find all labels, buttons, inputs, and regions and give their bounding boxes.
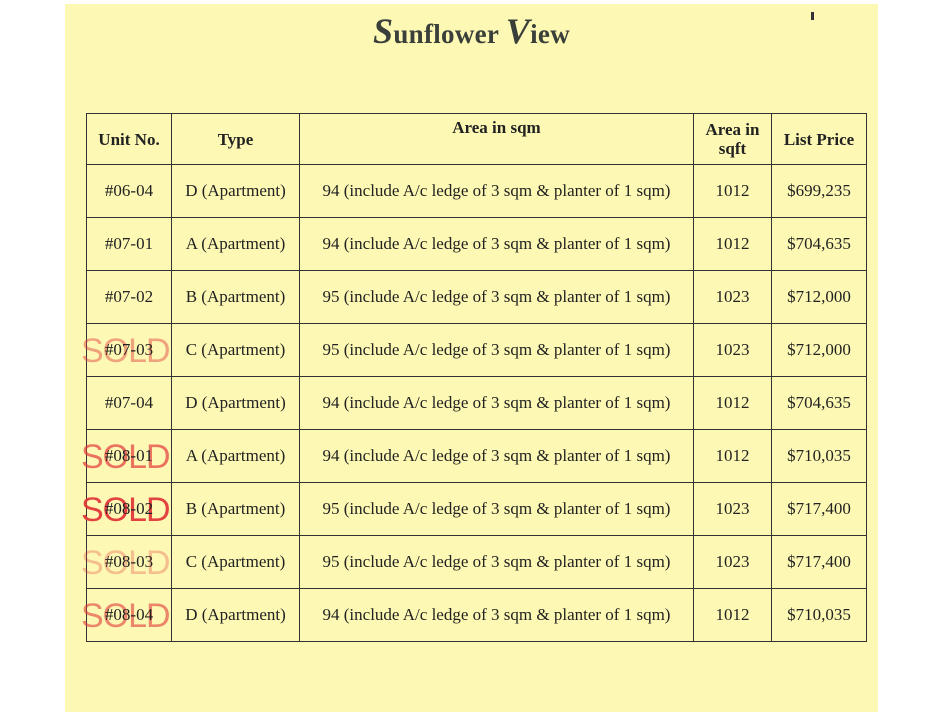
- unit-number: #07-03: [104, 340, 154, 359]
- cell-unit-no: #06-04: [86, 164, 172, 218]
- cell-list-price: $710,035: [771, 588, 867, 642]
- cell-area-sqft: 1012: [693, 429, 772, 483]
- unit-number: #07-01: [104, 234, 154, 253]
- cell-list-price: $717,400: [771, 482, 867, 536]
- cell-unit-no: SOLD #07-03: [81, 323, 172, 377]
- page-title: Sunflower View: [0, 10, 943, 52]
- cell-area-sqm: 94 (include A/c ledge of 3 sqm & planter…: [299, 588, 694, 642]
- title-initial-s: S: [373, 11, 394, 51]
- header-list-price: List Price: [771, 113, 867, 165]
- cell-type: A (Apartment): [171, 429, 300, 483]
- cell-type: B (Apartment): [171, 482, 300, 536]
- cell-area-sqm: 95 (include A/c ledge of 3 sqm & planter…: [299, 270, 694, 324]
- cell-unit-no: SOLD #08-03: [81, 535, 172, 589]
- header-unit-no: Unit No.: [86, 113, 172, 165]
- cell-area-sqft: 1012: [693, 376, 772, 430]
- cell-type: A (Apartment): [171, 217, 300, 271]
- cell-area-sqm: 95 (include A/c ledge of 3 sqm & planter…: [299, 323, 694, 377]
- table-row: SOLD #08-01 A (Apartment) 94 (include A/c…: [81, 429, 867, 483]
- table-row: SOLD #08-04 D (Apartment) 94 (include A/c…: [81, 588, 867, 642]
- cell-list-price: $712,000: [771, 270, 867, 324]
- table-row: #06-04 D (Apartment) 94 (include A/c led…: [86, 164, 867, 218]
- cell-area-sqm: 94 (include A/c ledge of 3 sqm & planter…: [299, 164, 694, 218]
- table-row: SOLD #07-03 C (Apartment) 95 (include A/c…: [81, 323, 867, 377]
- cell-type: D (Apartment): [171, 164, 300, 218]
- title-word-1: unflower: [393, 19, 506, 49]
- cell-type: B (Apartment): [171, 270, 300, 324]
- cell-area-sqm: 94 (include A/c ledge of 3 sqm & planter…: [299, 217, 694, 271]
- cell-unit-no: #07-01: [86, 217, 172, 271]
- table-header-row: Unit No. Type Area in sqm Area in sqft L…: [86, 113, 867, 165]
- cell-unit-no: SOLD #08-01: [81, 429, 172, 483]
- cell-type: D (Apartment): [171, 376, 300, 430]
- cell-area-sqm: 95 (include A/c ledge of 3 sqm & planter…: [299, 482, 694, 536]
- cell-type: C (Apartment): [171, 323, 300, 377]
- cell-area-sqft: 1012: [693, 588, 772, 642]
- cell-list-price: $699,235: [771, 164, 867, 218]
- cell-type: C (Apartment): [171, 535, 300, 589]
- table-row: #07-04 D (Apartment) 94 (include A/c led…: [86, 376, 867, 430]
- cell-area-sqft: 1023: [693, 270, 772, 324]
- cell-list-price: $710,035: [771, 429, 867, 483]
- unit-number: #07-04: [104, 393, 154, 412]
- unit-number: #08-01: [104, 446, 154, 465]
- cell-list-price: $704,635: [771, 217, 867, 271]
- unit-number: #08-04: [104, 605, 154, 624]
- cell-type: D (Apartment): [171, 588, 300, 642]
- unit-number: #06-04: [104, 181, 154, 200]
- price-list-table: Unit No. Type Area in sqm Area in sqft L…: [81, 113, 867, 642]
- cell-area-sqft: 1012: [693, 217, 772, 271]
- scan-mark: [811, 12, 814, 20]
- table-row: #07-02 B (Apartment) 95 (include A/c led…: [86, 270, 867, 324]
- cell-area-sqft: 1023: [693, 323, 772, 377]
- unit-number: #08-03: [104, 552, 154, 571]
- cell-area-sqft: 1023: [693, 535, 772, 589]
- header-area-sqft: Area in sqft: [693, 113, 772, 165]
- header-area-sqm: Area in sqm: [299, 113, 694, 165]
- cell-unit-no: #07-02: [86, 270, 172, 324]
- unit-number: #08-02: [104, 499, 154, 518]
- cell-area-sqft: 1023: [693, 482, 772, 536]
- cell-area-sqm: 95 (include A/c ledge of 3 sqm & planter…: [299, 535, 694, 589]
- cell-list-price: $704,635: [771, 376, 867, 430]
- table-row: #07-01 A (Apartment) 94 (include A/c led…: [86, 217, 867, 271]
- table-row: SOLD #08-03 C (Apartment) 95 (include A/c…: [81, 535, 867, 589]
- unit-number: #07-02: [104, 287, 154, 306]
- cell-area-sqm: 94 (include A/c ledge of 3 sqm & planter…: [299, 429, 694, 483]
- cell-area-sqm: 94 (include A/c ledge of 3 sqm & planter…: [299, 376, 694, 430]
- cell-list-price: $712,000: [771, 323, 867, 377]
- header-type: Type: [171, 113, 300, 165]
- title-initial-v: V: [505, 11, 531, 51]
- table-row: SOLD #08-02 B (Apartment) 95 (include A/c…: [81, 482, 867, 536]
- title-word-2: iew: [530, 19, 570, 49]
- cell-unit-no: SOLD #08-04: [81, 588, 172, 642]
- cell-area-sqft: 1012: [693, 164, 772, 218]
- cell-unit-no: #07-04: [86, 376, 172, 430]
- cell-list-price: $717,400: [771, 535, 867, 589]
- cell-unit-no: SOLD #08-02: [81, 482, 172, 536]
